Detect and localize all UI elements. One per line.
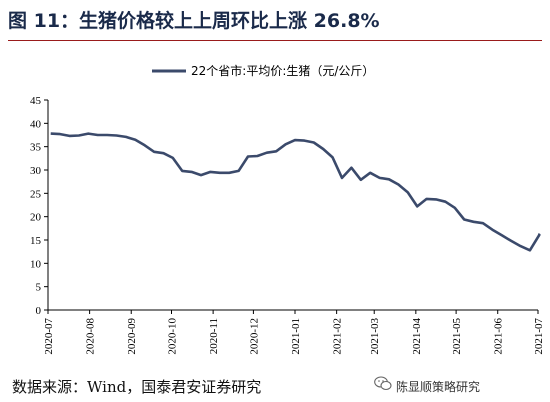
x-tick-label: 2020-12: [248, 318, 260, 355]
legend-label: 22个省市:平均价:生猪（元/公斤）: [191, 63, 374, 78]
chart-legend: 22个省市:平均价:生猪（元/公斤）: [152, 63, 374, 78]
y-tick-label: 40: [30, 118, 42, 130]
y-tick-label: 15: [30, 235, 42, 247]
x-tick-label: 2020-11: [208, 318, 220, 354]
chart-plot-area: [50, 132, 541, 252]
x-tick-label: 2021-02: [332, 318, 344, 355]
chart-axes: 0 5 10 15 20 25 30 35 40 45 2020-07 2020-08 2020-09 2…: [30, 95, 545, 355]
x-tick-label: 2021-01: [290, 318, 302, 355]
x-tick-label: 2020-07: [43, 318, 55, 355]
y-tick-label: 25: [30, 188, 42, 200]
x-tick-label: 2020-08: [85, 318, 97, 355]
y-tick-label: 30: [30, 165, 42, 177]
series-line-pig-price: [50, 132, 541, 252]
x-tick-label: 2021-06: [493, 318, 505, 355]
x-tick-label: 2020-10: [167, 318, 179, 355]
source-note: 数据来源：Wind，国泰君安证券研究: [12, 378, 262, 396]
y-tick-label: 20: [30, 212, 42, 224]
x-tick-label: 2021-05: [451, 318, 463, 355]
x-tick-label: 2021-07: [533, 318, 545, 355]
y-tick-label: 35: [30, 142, 42, 154]
y-tick-label: 0: [36, 305, 42, 317]
x-tick-label: 2021-03: [369, 318, 381, 355]
title-divider: [8, 40, 542, 41]
wechat-icon: [374, 376, 392, 391]
x-tick-label: 2020-09: [126, 318, 138, 355]
figure-title: 图 11：生猪价格较上上周环比上涨 26.8%: [8, 10, 380, 32]
y-tick-label: 5: [36, 282, 42, 294]
watermark: 陈显顺策略研究: [396, 380, 481, 394]
x-tick-label: 2021-04: [411, 318, 423, 355]
y-tick-label: 10: [30, 258, 42, 270]
y-tick-label: 45: [30, 95, 42, 107]
line-chart: 0 5 10 15 20 25 30 35 40 45 2020-07 2020-08 2020-09 2…: [30, 63, 545, 355]
